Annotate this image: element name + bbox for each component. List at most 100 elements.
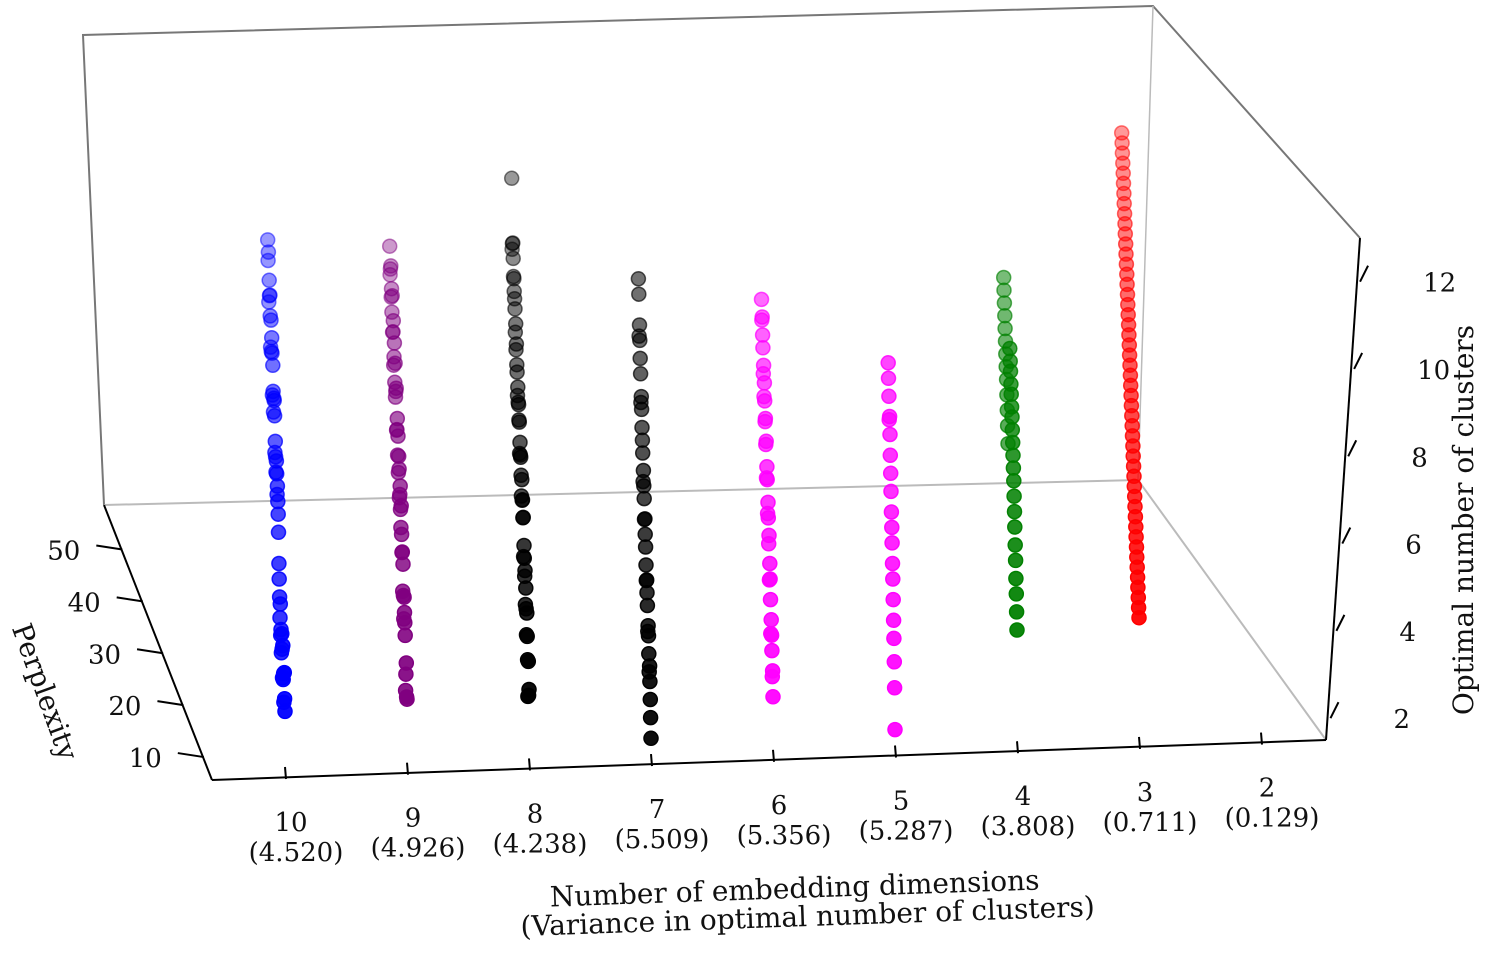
data-point bbox=[997, 307, 1013, 324]
data-point bbox=[505, 268, 522, 285]
y-tick-mark bbox=[177, 752, 204, 759]
data-point bbox=[276, 694, 292, 711]
data-point bbox=[265, 404, 282, 420]
z-axis-ticks: 2 4 6 8 10 12 bbox=[1329, 265, 1456, 735]
z-tick-label: 8 bbox=[1411, 443, 1428, 473]
data-point bbox=[384, 324, 401, 341]
data-point bbox=[382, 267, 398, 283]
data-point bbox=[396, 611, 412, 627]
data-point bbox=[269, 486, 285, 503]
data-point bbox=[632, 366, 649, 382]
x-tick-mark bbox=[1016, 741, 1019, 754]
data-point bbox=[515, 510, 531, 526]
data-point bbox=[1113, 125, 1130, 141]
series-dim-6 bbox=[753, 291, 781, 705]
data-point bbox=[636, 511, 653, 528]
data-point bbox=[261, 294, 277, 310]
y-axis-ticks: 10 20 30 40 50 bbox=[47, 537, 204, 774]
x-tick-mark bbox=[528, 758, 531, 771]
data-point bbox=[387, 389, 404, 405]
x-tick-mark bbox=[406, 762, 409, 775]
data-point bbox=[1008, 604, 1025, 620]
data-point bbox=[998, 371, 1015, 388]
y-tick-label: 40 bbox=[68, 588, 101, 618]
data-point bbox=[638, 572, 655, 589]
data-points bbox=[259, 125, 1147, 747]
data-point bbox=[1006, 473, 1022, 489]
data-point bbox=[641, 664, 657, 680]
y-axis-title: Perplexity bbox=[5, 619, 85, 765]
z-axis-line bbox=[1325, 237, 1361, 741]
data-point bbox=[884, 555, 901, 572]
data-point bbox=[642, 691, 659, 708]
data-point bbox=[262, 308, 278, 324]
y-tick-label: 30 bbox=[88, 640, 121, 670]
data-point bbox=[515, 548, 532, 565]
data-point bbox=[387, 374, 403, 391]
data-point bbox=[1008, 586, 1025, 602]
data-point bbox=[261, 272, 277, 289]
data-point bbox=[765, 689, 781, 705]
y-tick-label: 10 bbox=[129, 744, 162, 774]
data-point bbox=[763, 625, 779, 642]
data-point bbox=[885, 591, 901, 608]
data-point bbox=[886, 680, 903, 696]
data-point bbox=[516, 568, 533, 585]
data-point bbox=[637, 539, 654, 555]
data-point bbox=[634, 419, 650, 436]
x-tick-label: 4 bbox=[1015, 782, 1032, 812]
data-point bbox=[503, 170, 520, 187]
data-point bbox=[391, 489, 408, 506]
data-point bbox=[508, 342, 524, 358]
data-point bbox=[390, 464, 407, 481]
data-point bbox=[754, 312, 770, 328]
data-point bbox=[394, 544, 410, 561]
z-tick-mark bbox=[1353, 352, 1364, 370]
data-point bbox=[880, 370, 897, 387]
data-point bbox=[640, 623, 656, 640]
x-tick-sublabel: (4.520) bbox=[249, 838, 344, 868]
y-axis-line bbox=[103, 504, 213, 781]
data-point bbox=[883, 504, 900, 520]
x-tick-sublabel: (4.926) bbox=[371, 834, 466, 864]
x-tick-sublabel: (0.711) bbox=[1103, 808, 1198, 838]
box-back-edges bbox=[81, 4, 1361, 506]
data-point bbox=[382, 261, 399, 277]
data-point bbox=[631, 328, 647, 344]
x-tick-sublabel: (5.509) bbox=[615, 825, 710, 855]
data-point bbox=[641, 646, 657, 662]
data-point bbox=[397, 682, 414, 699]
data-point bbox=[758, 436, 774, 453]
data-point bbox=[519, 652, 536, 668]
data-point bbox=[1008, 570, 1024, 587]
data-point bbox=[274, 670, 291, 686]
data-point bbox=[997, 320, 1013, 337]
data-point bbox=[260, 244, 277, 260]
data-point bbox=[1009, 622, 1025, 638]
data-point bbox=[504, 235, 521, 252]
data-point bbox=[882, 426, 898, 443]
data-point bbox=[511, 412, 527, 428]
data-point bbox=[504, 241, 520, 258]
series-dim-7 bbox=[630, 271, 659, 747]
data-point bbox=[764, 642, 780, 659]
data-point bbox=[398, 666, 414, 682]
data-point bbox=[636, 490, 652, 507]
z-tick-mark bbox=[1335, 614, 1346, 632]
x-tick-label: 7 bbox=[649, 795, 666, 825]
data-point bbox=[513, 488, 530, 504]
x-tick-label: 5 bbox=[893, 787, 910, 817]
x-tick-sublabel: (3.808) bbox=[981, 812, 1076, 842]
data-point bbox=[272, 609, 288, 626]
data-point bbox=[509, 387, 526, 404]
x-tick-mark bbox=[772, 749, 775, 762]
data-point bbox=[1006, 503, 1023, 520]
data-point bbox=[999, 417, 1016, 434]
data-point bbox=[264, 387, 281, 403]
data-point bbox=[885, 571, 901, 587]
z-tick-mark bbox=[1347, 439, 1358, 457]
data-point bbox=[756, 388, 772, 405]
data-point bbox=[881, 388, 897, 405]
x-tick-mark bbox=[1138, 736, 1141, 749]
